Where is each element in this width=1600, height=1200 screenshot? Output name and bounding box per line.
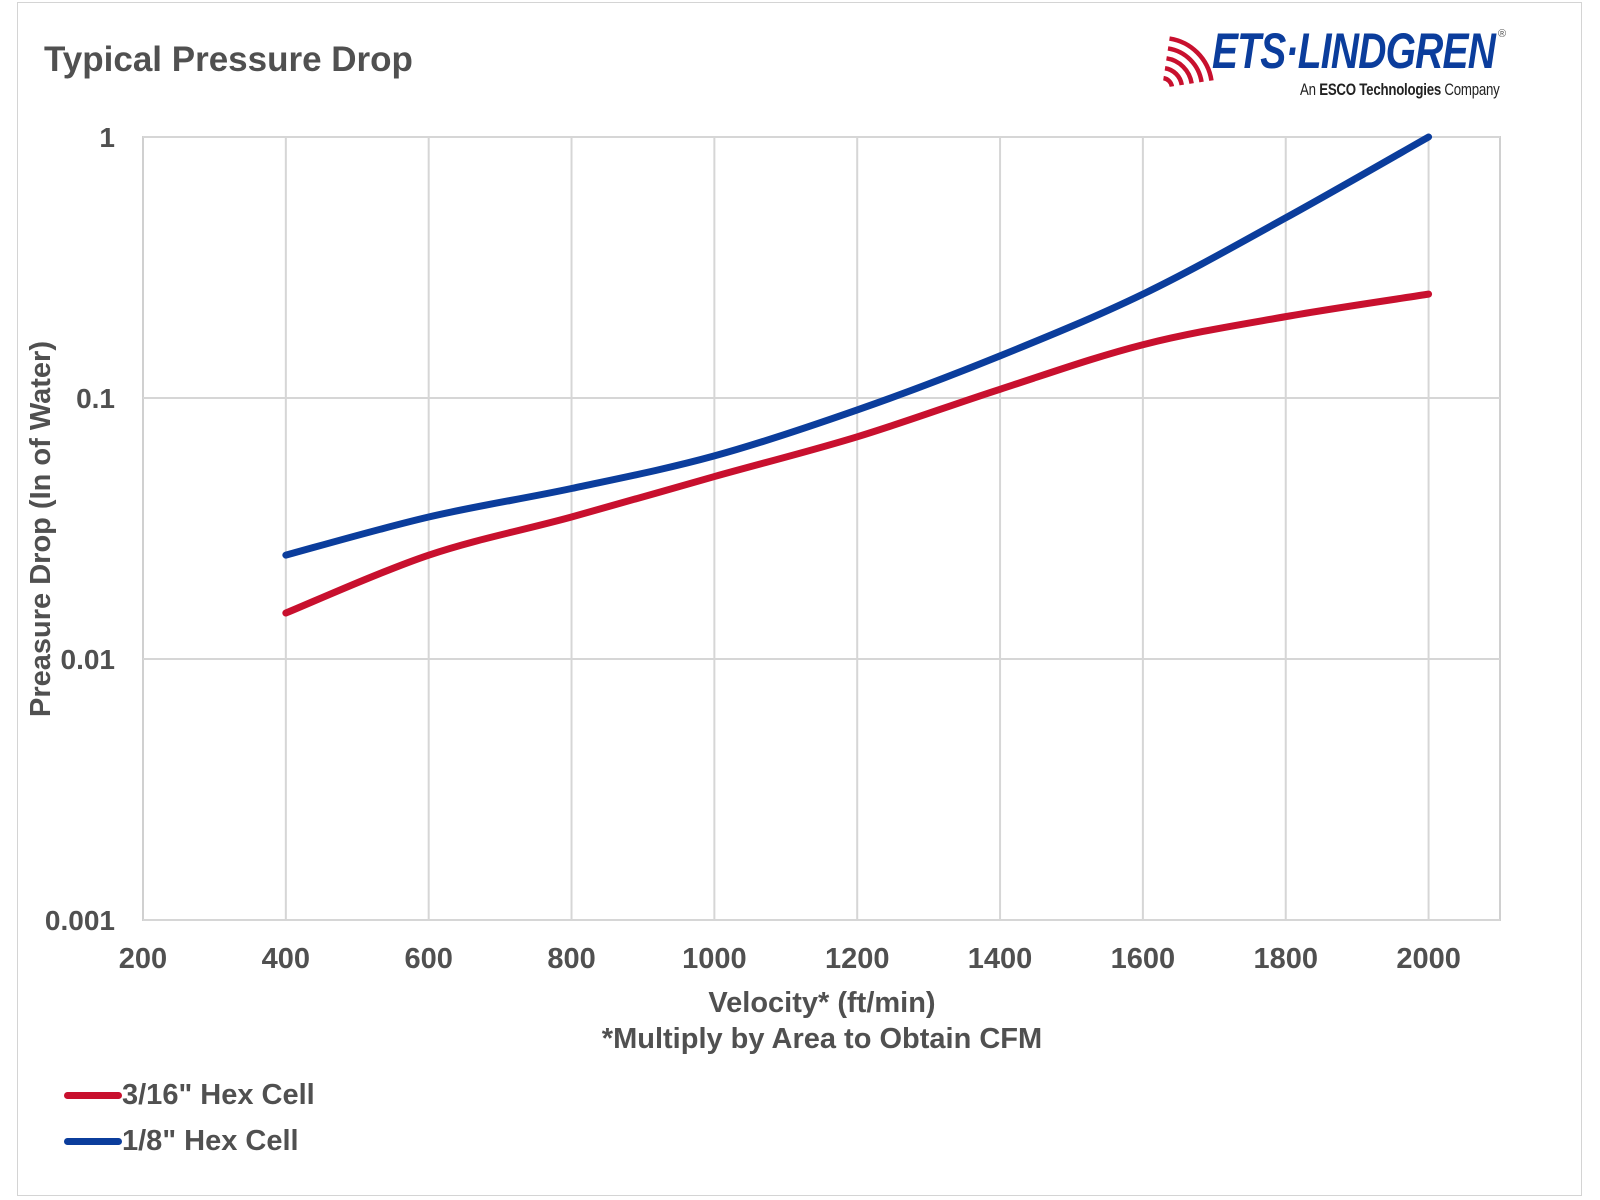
x-tick-label: 600 [404,943,452,975]
x-tick-label: 2000 [1396,943,1461,975]
series-line-1-8-hex-cell [282,133,1433,559]
radio-waves-icon [1162,36,1214,88]
logo-wave-arc [1164,66,1184,86]
legend-label: 3/16" Hex Cell [122,1078,315,1111]
x-tick-label: 1600 [1111,943,1176,975]
plot-area-border [142,136,1501,921]
logo-tagline-bold: ESCO Technologies [1319,80,1441,99]
x-tick-label: 1800 [1253,943,1318,975]
y-tick-labels: 1 0.1 0.01 0.001 [45,122,115,936]
x-tick-labels: 200 400 600 800 1000 1200 1400 1600 1800 2000 [119,943,1461,975]
x-tick-label: 200 [119,943,167,975]
x-axis-label: Velocity* (ft/min) [708,987,935,1019]
y-tick-label: 0.001 [45,905,115,936]
y-tick-label: 1 [99,122,115,153]
legend-swatch-red [64,1091,122,1099]
y-tick-label: 0.1 [76,383,115,414]
logo-tagline-suffix: Company [1440,80,1500,99]
y-axis-label: Preasure Drop (In of Water) [25,341,57,717]
logo-wave-arc [1169,36,1214,81]
x-tick-label: 1000 [682,943,747,975]
logo-tagline: An ESCO Technologies Company [1300,80,1500,100]
legend-label: 1/8" Hex Cell [122,1124,299,1157]
x-tick-label: 1200 [825,943,890,975]
grid [142,136,1501,921]
series-line-3-16-hex-cell [282,290,1433,617]
logo-tagline-prefix: An [1300,80,1320,99]
x-axis-note: *Multiply by Area to Obtain CFM [602,1023,1042,1055]
x-tick-label: 400 [262,943,310,975]
x-tick-label: 1400 [968,943,1033,975]
logo-registered-mark: ® [1498,28,1507,40]
legend-item-3-16-hex-cell: 3/16" Hex Cell [64,1072,315,1118]
logo-wave-arc [1167,46,1204,83]
x-tick-label: 800 [547,943,595,975]
y-tick-label: 0.01 [61,644,116,675]
logo-brand-text: ETS·LINDGREN [1212,23,1496,79]
series-lines [282,133,1433,617]
logo-wave-arc [1166,56,1194,84]
legend-swatch-blue [64,1137,122,1145]
legend-item-1-8-hex-cell: 1/8" Hex Cell [64,1118,315,1164]
chart-title: Typical Pressure Drop [44,40,413,79]
legend: 3/16" Hex Cell 1/8" Hex Cell [64,1072,315,1164]
logo-wave-arc [1162,75,1175,88]
company-logo: ETS·LINDGREN ® An ESCO Technologies Comp… [1160,24,1530,104]
